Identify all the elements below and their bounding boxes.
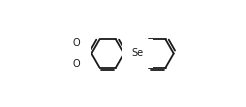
Text: N: N: [76, 48, 83, 59]
Text: O: O: [73, 59, 80, 69]
Text: O: O: [73, 38, 80, 48]
Text: Se: Se: [132, 48, 144, 59]
